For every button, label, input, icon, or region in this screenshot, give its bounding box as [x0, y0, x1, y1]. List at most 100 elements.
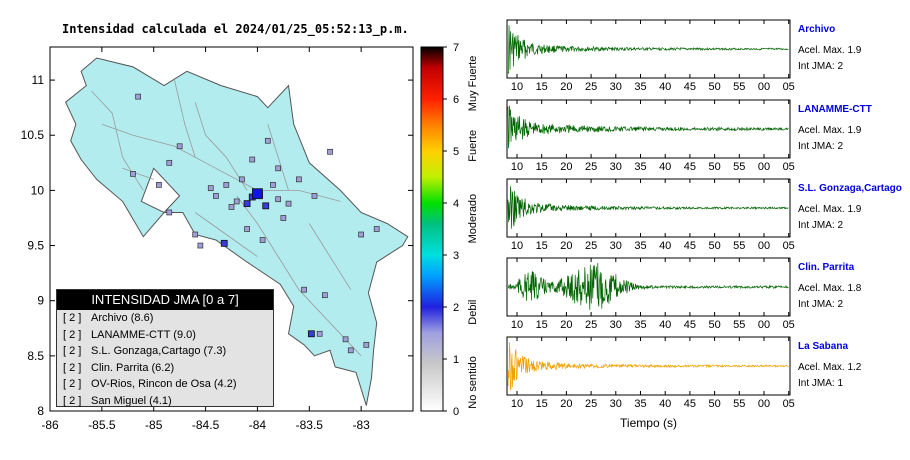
station-max-acceleration: Acel. Max. 1.9	[798, 125, 862, 136]
time-tick-label: 55	[733, 240, 745, 252]
minor-station-marker	[249, 156, 256, 163]
colorbar-category-label: Debil	[467, 300, 479, 325]
time-tick-label: 40	[659, 240, 671, 252]
colorbar-tick-label: 1	[453, 354, 459, 366]
seismogram-trace	[507, 262, 789, 310]
minor-station-marker	[228, 204, 235, 210]
minor-station-marker	[244, 226, 250, 232]
minor-station-marker	[197, 242, 204, 249]
minor-station-marker	[327, 148, 333, 155]
time-tick-label: 45	[684, 240, 696, 252]
time-tick-label: 15	[536, 398, 548, 410]
time-tick-label: 15	[536, 161, 548, 173]
station-jma-intensity: Int JMA: 2	[798, 299, 844, 310]
minor-station-marker	[280, 215, 287, 221]
station-name: S.L. Gonzaga,Cartago	[798, 183, 902, 194]
time-tick-label: 25	[585, 240, 597, 252]
minor-station-marker	[223, 182, 230, 188]
time-tick-label: 15	[536, 81, 548, 93]
x-tick-label: -83	[352, 418, 370, 432]
minor-station-marker	[275, 165, 282, 172]
legend-item: [ 2 ] Archivo (8.6)	[57, 310, 273, 327]
station-name: La Sabana	[798, 341, 849, 352]
minor-station-marker	[358, 231, 364, 238]
y-tick-label: 9.5	[27, 239, 44, 253]
time-tick-label: 50	[708, 319, 720, 331]
time-tick-label: 10	[511, 81, 523, 93]
time-tick-label: 45	[684, 81, 696, 93]
station-name: Archivo	[798, 24, 836, 35]
time-tick-label: 20	[560, 240, 572, 252]
legend-item-level: [ 2 ]	[63, 345, 82, 357]
x-tick-label: -85	[145, 418, 163, 432]
time-tick-label: 10	[511, 161, 523, 173]
time-tick-label: 40	[659, 81, 671, 93]
station-marker-clin-parrita	[220, 239, 228, 247]
minor-station-marker	[207, 185, 214, 192]
seismogram-trace	[507, 25, 789, 75]
legend-item-level: [ 2 ]	[63, 378, 82, 390]
time-tick-label: 25	[585, 398, 597, 410]
legend-item: [ 2 ] S.L. Gonzaga,Cartago (7.3)	[57, 343, 273, 360]
road-line	[267, 124, 289, 191]
time-tick-label: 35	[634, 319, 646, 331]
minor-station-marker	[166, 209, 173, 216]
legend-item-name: OV-Rios, Rincon de Osa (4.2)	[91, 378, 237, 390]
seismogram-panel: 10 15 20 25 30 35 40 45 50 55 00 05	[506, 99, 795, 173]
colorbar-category-label: Moderado	[467, 194, 479, 244]
time-tick-label: 20	[560, 161, 572, 173]
time-tick-label: 05	[783, 81, 795, 93]
time-tick-label: 00	[758, 240, 770, 252]
seismogram-panel: 10 15 20 25 30 35 40 45 50 55 00 05	[506, 19, 795, 93]
seismogram-panel: 10 15 20 25 30 35 40 45 50 55 00 05	[506, 336, 795, 410]
time-tick-label: 20	[560, 398, 572, 410]
time-tick-label: 05	[783, 161, 795, 173]
road-line	[194, 212, 258, 257]
seismogram-panel: 10 15 20 25 30 35 40 45 50 55 00 05	[506, 257, 795, 331]
time-tick-label: 30	[610, 161, 622, 173]
station-jma-intensity: Int JMA: 2	[798, 61, 844, 72]
road-line	[122, 167, 154, 180]
map-frame	[49, 46, 414, 412]
station-jma-intensity: Int JMA: 2	[798, 220, 844, 231]
time-tick-label: 50	[708, 240, 720, 252]
map-title: Intensidad calculada el 2024/01/25_05:52…	[62, 22, 409, 36]
time-tick-label: 35	[634, 81, 646, 93]
time-tick-label: 05	[783, 240, 795, 252]
time-tick-label: 50	[708, 81, 720, 93]
y-tick-label: 9	[37, 294, 44, 308]
station-name: LANAMME-CTT	[798, 104, 872, 115]
x-tick-label: -84	[249, 418, 267, 432]
time-tick-label: 00	[758, 398, 770, 410]
time-tick-label: 55	[733, 319, 745, 331]
station-max-acceleration: Acel. Max. 1.9	[798, 45, 862, 56]
road-line	[101, 123, 341, 202]
x-tick-label: -86	[41, 418, 59, 432]
time-tick-label: 50	[708, 161, 720, 173]
gulf-water	[140, 167, 181, 214]
time-tick-label: 10	[511, 398, 523, 410]
time-tick-label: 45	[684, 319, 696, 331]
time-tick-label: 35	[634, 240, 646, 252]
time-tick-label: 55	[733, 398, 745, 410]
minor-station-marker	[342, 336, 349, 343]
colorbar-category-label: Muy Fuerte	[467, 56, 479, 112]
legend-item-level: [ 2 ]	[63, 394, 82, 407]
time-tick-label: 30	[610, 81, 622, 93]
seismogram-trace	[507, 186, 789, 229]
x-tick-label: -83.5	[296, 418, 324, 432]
minor-station-marker	[135, 93, 142, 100]
time-tick-label: 55	[733, 81, 745, 93]
minor-station-marker	[275, 196, 282, 203]
land-outline	[64, 57, 409, 406]
legend-item-name: LANAMME-CTT (9.0)	[91, 328, 196, 341]
minor-station-marker	[213, 193, 219, 199]
colorbar-tick-label: 0	[453, 406, 459, 418]
road-line	[174, 80, 196, 158]
station-max-acceleration: Acel. Max. 1.9	[798, 204, 862, 215]
station-marker-ov-rios-rincon-de-osa	[307, 330, 315, 338]
legend-item: [ 2 ] OV-Rios, Rincon de Osa (4.2)	[57, 376, 273, 393]
intensity-legend: INTENSIDAD JMA [0 a 7] [ 2 ] Archivo (8.6…	[56, 289, 274, 407]
y-tick-label: 8.5	[27, 349, 44, 363]
